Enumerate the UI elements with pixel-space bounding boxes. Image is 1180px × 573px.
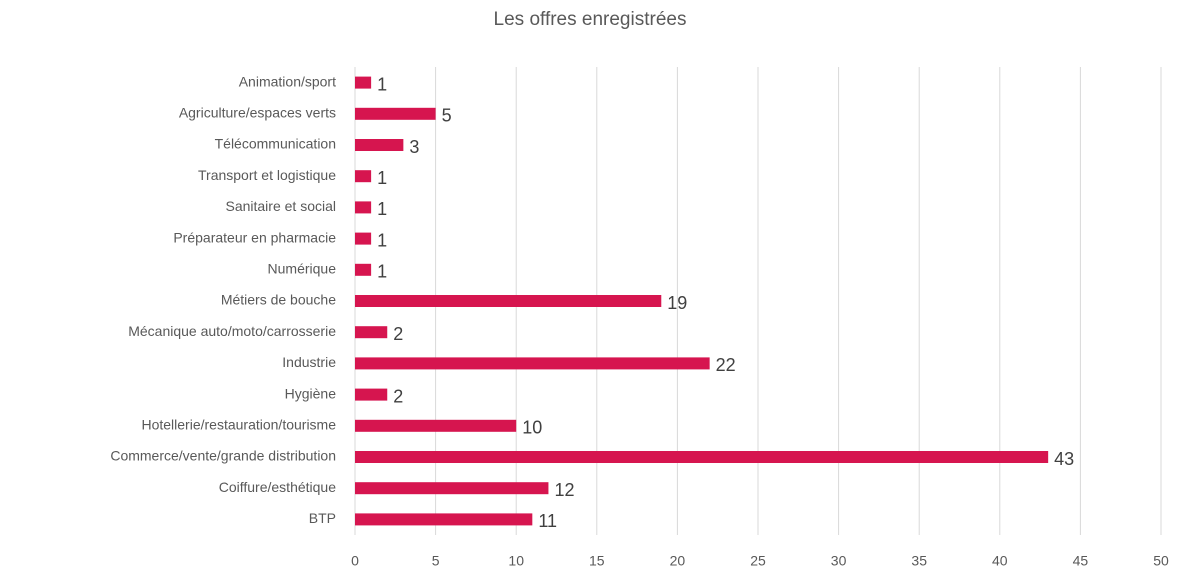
- bar: [355, 263, 372, 276]
- y-tick-label: Préparateur en pharmacie: [173, 229, 336, 245]
- bar: [355, 388, 388, 401]
- data-label: 12: [554, 480, 574, 500]
- bar: [355, 76, 372, 89]
- x-tick-label: 30: [831, 553, 847, 569]
- bar: [355, 357, 710, 370]
- x-tick-label: 45: [1073, 553, 1089, 569]
- bar: [355, 513, 533, 526]
- y-tick-label: Mécanique auto/moto/carrosserie: [128, 323, 336, 339]
- bar: [355, 326, 388, 339]
- y-tick-label: Agriculture/espaces verts: [179, 105, 336, 121]
- y-tick-label: Hotellerie/restauration/tourisme: [141, 417, 336, 433]
- data-label: 1: [377, 168, 387, 188]
- bar: [355, 451, 1049, 463]
- data-label: 11: [538, 511, 557, 531]
- bar: [355, 170, 372, 183]
- x-tick-label: 25: [750, 553, 766, 569]
- x-tick-label: 35: [911, 553, 927, 569]
- y-tick-label: Numérique: [268, 261, 337, 277]
- y-tick-label: Transport et logistique: [198, 167, 336, 183]
- x-tick-label: 5: [432, 553, 440, 569]
- data-label: 10: [522, 418, 542, 438]
- data-label: 1: [377, 74, 387, 94]
- x-tick-label: 10: [508, 553, 524, 569]
- bar: [355, 482, 549, 495]
- bar: [355, 295, 662, 307]
- bar: [355, 232, 372, 245]
- y-tick-label: BTP: [309, 510, 336, 526]
- bar: [355, 107, 436, 120]
- bar: [355, 201, 372, 214]
- x-tick-label: 15: [589, 553, 605, 569]
- y-tick-label: Hygiène: [285, 385, 337, 401]
- data-label: 22: [716, 355, 736, 375]
- y-tick-label: Sanitaire et social: [225, 198, 336, 214]
- data-label: 1: [377, 230, 387, 250]
- data-label: 1: [377, 262, 387, 282]
- data-label: 3: [409, 137, 419, 157]
- data-label: 5: [442, 106, 452, 126]
- x-tick-label: 50: [1153, 553, 1169, 569]
- x-tick-label: 40: [992, 553, 1008, 569]
- data-label: 2: [393, 386, 403, 406]
- data-label: 1: [377, 199, 387, 219]
- bar: [355, 419, 517, 432]
- data-label: 43: [1054, 449, 1074, 469]
- y-tick-label: Télécommunication: [215, 136, 336, 152]
- y-tick-label: Métiers de bouche: [221, 292, 336, 308]
- y-tick-label: Industrie: [282, 354, 336, 370]
- data-label: 19: [667, 293, 687, 313]
- chart-title: Les offres enregistrées: [494, 9, 687, 30]
- data-label: 2: [393, 324, 403, 344]
- y-tick-label: Coiffure/esthétique: [219, 479, 336, 495]
- y-tick-label: Commerce/vente/grande distribution: [110, 448, 336, 464]
- bar: [355, 139, 404, 151]
- y-tick-label: Animation/sport: [239, 73, 336, 89]
- x-tick-label: 0: [351, 553, 359, 569]
- x-tick-label: 20: [670, 553, 686, 569]
